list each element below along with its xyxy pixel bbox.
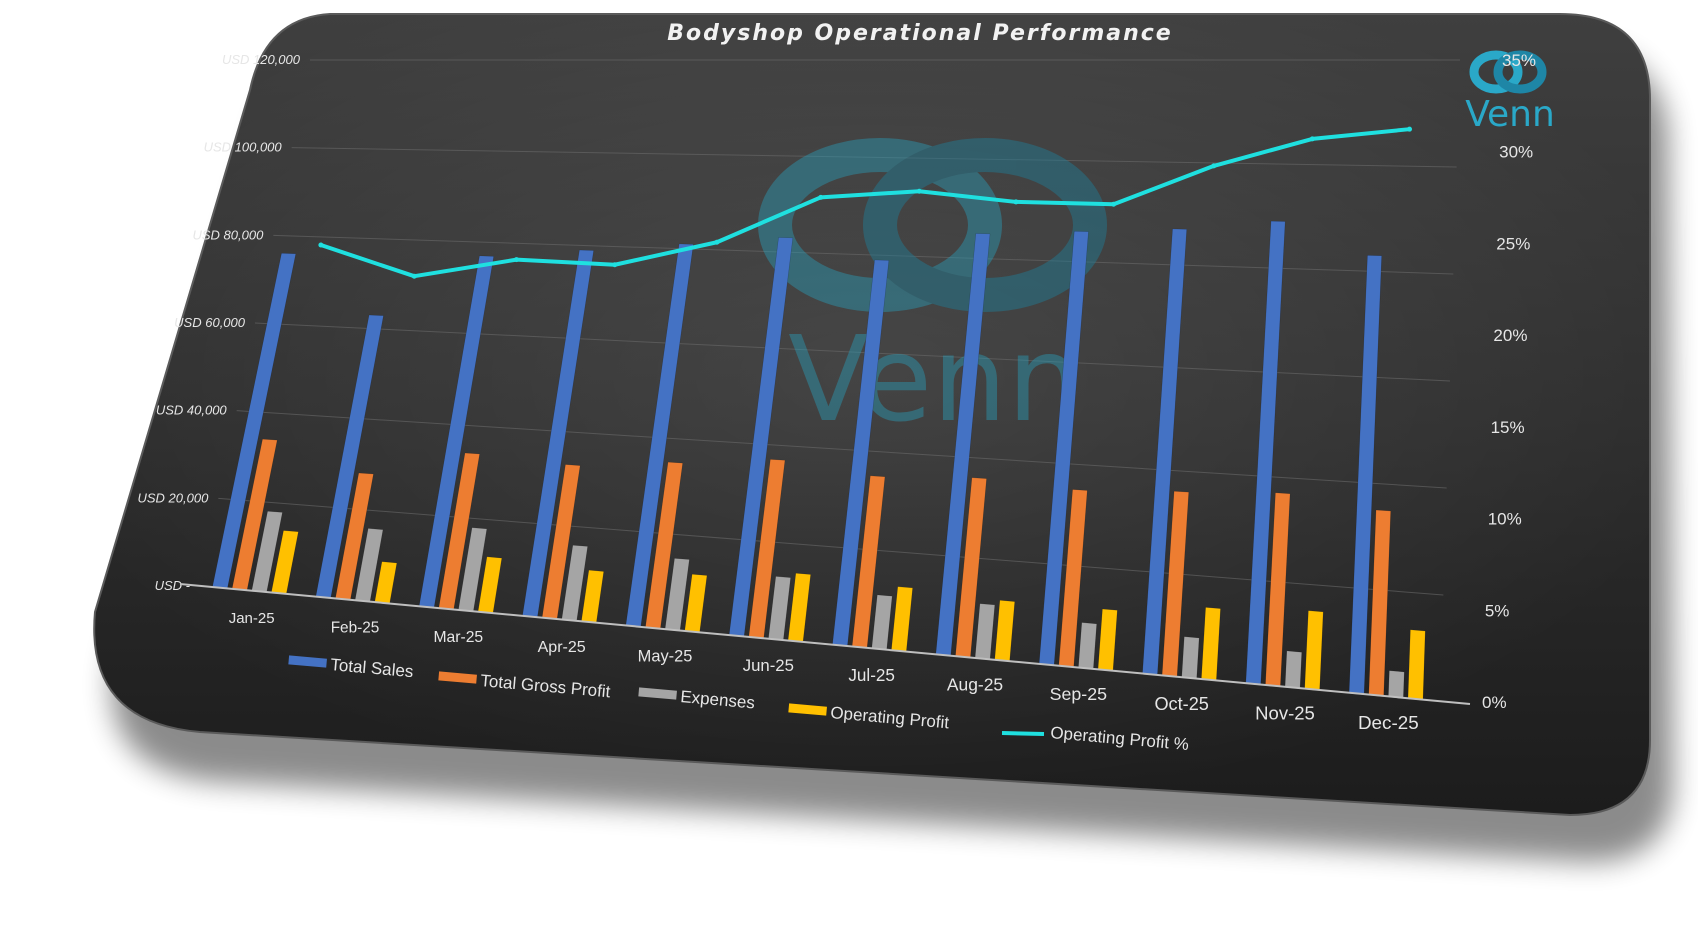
line-point (411, 273, 417, 279)
right-tick-label: 15% (1491, 418, 1525, 437)
category-label: Mar-25 (433, 629, 483, 646)
left-tick-label: USD 20,000 (138, 490, 210, 505)
right-tick-label: 0% (1482, 693, 1507, 712)
line-layer (318, 126, 1413, 279)
x-axis-baseline (179, 583, 1471, 705)
line-point (318, 242, 324, 248)
line-point (1111, 201, 1117, 207)
line-point (1407, 126, 1413, 132)
line-point (818, 194, 824, 200)
category-label: Apr-25 (538, 638, 586, 656)
left-tick-label: USD 60,000 (174, 315, 246, 330)
line-operating-profit-pct (320, 127, 1410, 279)
corner-logo-text: Venn (1465, 94, 1555, 135)
category-label: Aug-25 (947, 675, 1003, 695)
bars-layer (212, 220, 1426, 701)
legend-swatch (438, 671, 477, 684)
line-point (1211, 163, 1217, 169)
legend-swatch (1001, 731, 1045, 736)
left-tick-label: USD 120,000 (222, 52, 301, 67)
right-tick-label: 25% (1496, 234, 1530, 253)
category-label: Dec-25 (1358, 712, 1419, 733)
bar-expenses-oct-25 (1181, 636, 1200, 680)
line-point (612, 262, 618, 268)
line-point (714, 239, 720, 245)
line-point (1309, 136, 1315, 142)
category-label: Jan-25 (229, 610, 275, 627)
line-point (513, 257, 519, 263)
gridline (236, 410, 1447, 489)
watermark-logo-text: Venn (788, 310, 1082, 448)
bar-expenses-dec-25 (1388, 670, 1405, 699)
category-label: May-25 (638, 648, 693, 666)
right-tick-label: 30% (1499, 143, 1533, 162)
legend-swatch (638, 687, 677, 700)
category-label: Jul-25 (848, 666, 895, 685)
right-tick-label: 10% (1488, 510, 1522, 529)
right-tick-label: 20% (1493, 326, 1527, 345)
gridline (273, 234, 1454, 275)
gridline (291, 147, 1457, 168)
left-tick-label: USD 80,000 (193, 227, 265, 242)
legend-swatch (288, 655, 327, 668)
left-tick-label: USD 100,000 (204, 140, 283, 155)
venn-corner-logo: Venn (1465, 50, 1555, 135)
bar-expenses-nov-25 (1284, 650, 1303, 690)
gridline (218, 497, 1444, 596)
category-label: Jun-25 (743, 656, 794, 675)
chart-title: Bodyshop Operational Performance (667, 21, 1172, 46)
line-point (916, 188, 922, 194)
right-tick-label: 5% (1485, 601, 1510, 620)
axis-layer: USD - USD 20,000 USD 40,000 USD 60,000 USD 8… (138, 51, 1537, 733)
bar-expenses-sep-25 (1078, 622, 1097, 670)
category-label: Feb-25 (331, 620, 380, 637)
left-tick-label: USD 40,000 (156, 403, 228, 418)
bar-operating-profit-dec-25 (1407, 629, 1426, 701)
legend-swatch (788, 703, 827, 716)
line-point (1013, 199, 1019, 205)
grid-lines (218, 59, 1460, 596)
right-tick-label: 35% (1502, 51, 1536, 70)
left-tick-label: USD - (155, 578, 191, 593)
category-label: Sep-25 (1050, 684, 1107, 704)
category-label: Nov-25 (1255, 703, 1315, 724)
category-label: Oct-25 (1154, 694, 1208, 714)
gridline (254, 322, 1451, 382)
